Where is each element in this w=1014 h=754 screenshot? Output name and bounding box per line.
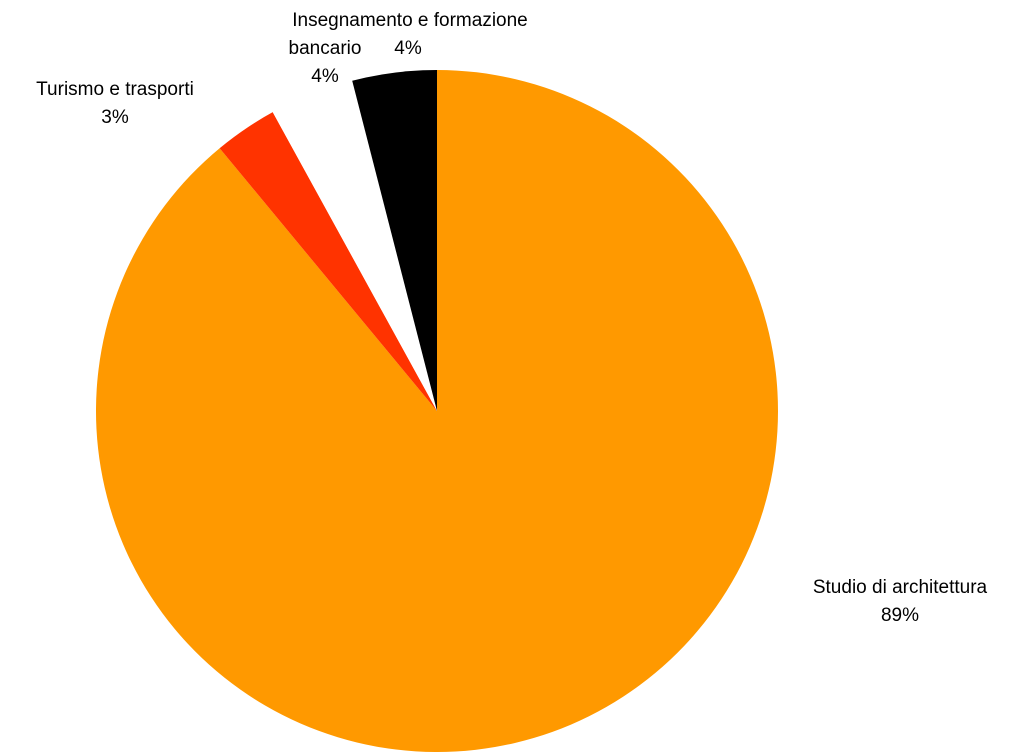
pie-slice-bancario xyxy=(352,70,437,411)
slice-label-name-bancario: bancario xyxy=(289,38,362,59)
pie-slices xyxy=(95,70,778,752)
pie-slice-studio-di-architettura xyxy=(95,70,778,752)
slice-label-pct-bancario: 4% xyxy=(311,66,339,87)
slice-label-pct-studio: 89% xyxy=(881,605,919,626)
slice-label-name-insegnamento: Insegnamento e formazione xyxy=(292,10,528,31)
pie-slice-turismo-e-trasporti xyxy=(219,112,437,412)
slice-label-pct-turismo: 3% xyxy=(101,107,129,128)
pie-slice-insegnamento-e-formazione xyxy=(272,80,437,412)
slice-label-name-turismo: Turismo e trasporti xyxy=(36,79,194,100)
slice-label-name-studio: Studio di architettura xyxy=(813,577,988,598)
slice-label-pct-insegnamento: 4% xyxy=(394,38,422,59)
